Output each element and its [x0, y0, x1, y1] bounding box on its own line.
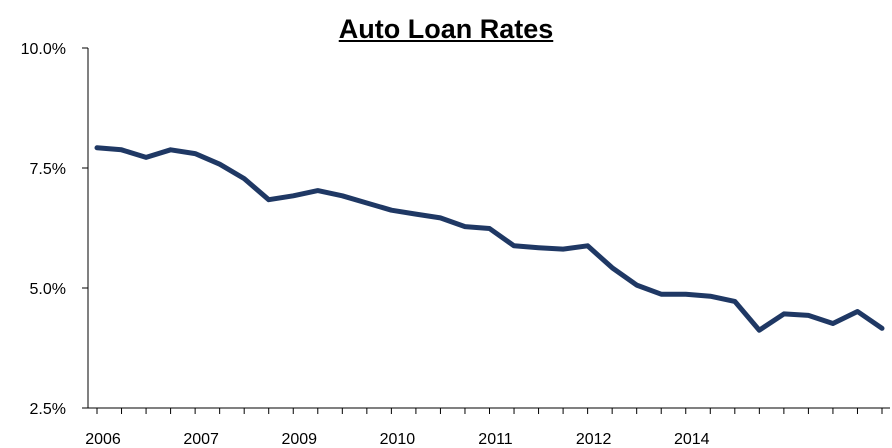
x-tick-label: 2007: [183, 431, 219, 448]
x-tick-label: 2006: [85, 431, 121, 448]
x-tick-label: 2014: [674, 431, 710, 448]
y-tick-label: 10.0%: [21, 41, 66, 58]
y-tick-label: 7.5%: [30, 161, 66, 178]
x-tick-label: 2012: [576, 431, 612, 448]
y-tick-label: 5.0%: [30, 281, 66, 298]
x-tick-label: 2009: [281, 431, 317, 448]
x-tick-label: 2010: [380, 431, 416, 448]
y-tick-label: 2.5%: [30, 401, 66, 418]
chart-title: Auto Loan Rates: [338, 14, 554, 44]
series-line: [94, 145, 885, 333]
x-tick-label: 2011: [478, 431, 513, 448]
